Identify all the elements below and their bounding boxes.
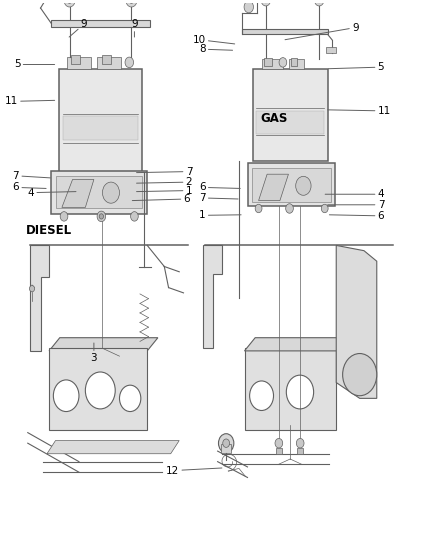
Text: 4: 4 bbox=[28, 188, 76, 198]
Text: 9: 9 bbox=[131, 19, 138, 37]
Bar bbox=[57, 176, 142, 208]
Text: 6: 6 bbox=[329, 211, 384, 221]
Text: 4: 4 bbox=[325, 189, 384, 199]
Text: DIESEL: DIESEL bbox=[26, 224, 72, 237]
Bar bbox=[51, 20, 150, 27]
Bar bbox=[290, 58, 297, 66]
Polygon shape bbox=[62, 180, 94, 207]
Circle shape bbox=[279, 58, 287, 67]
Circle shape bbox=[67, 0, 72, 3]
Circle shape bbox=[64, 0, 75, 7]
Polygon shape bbox=[336, 245, 377, 398]
Text: 7: 7 bbox=[13, 171, 50, 181]
Bar bbox=[67, 57, 91, 69]
Circle shape bbox=[264, 0, 268, 3]
Circle shape bbox=[223, 439, 230, 447]
Text: 10: 10 bbox=[193, 35, 235, 45]
Bar bbox=[97, 57, 121, 69]
Bar bbox=[264, 58, 272, 66]
Circle shape bbox=[29, 286, 35, 292]
Bar bbox=[242, 29, 328, 35]
Circle shape bbox=[126, 0, 137, 7]
Text: 6: 6 bbox=[199, 182, 240, 192]
Circle shape bbox=[261, 0, 271, 6]
Circle shape bbox=[255, 204, 262, 213]
Circle shape bbox=[286, 375, 314, 409]
Circle shape bbox=[250, 381, 273, 410]
Circle shape bbox=[343, 353, 377, 395]
Circle shape bbox=[244, 1, 254, 13]
Text: 8: 8 bbox=[199, 44, 233, 54]
Polygon shape bbox=[47, 441, 179, 454]
Text: GAS: GAS bbox=[260, 112, 288, 125]
Circle shape bbox=[102, 182, 120, 203]
Circle shape bbox=[286, 204, 293, 213]
Polygon shape bbox=[244, 338, 347, 351]
Bar bbox=[261, 59, 283, 69]
Bar bbox=[51, 171, 147, 214]
Bar bbox=[244, 348, 336, 430]
Text: 12: 12 bbox=[166, 466, 222, 475]
Text: 5: 5 bbox=[14, 60, 55, 69]
Text: 9: 9 bbox=[69, 19, 88, 37]
Text: 11: 11 bbox=[328, 106, 391, 116]
Bar bbox=[257, 111, 324, 134]
Polygon shape bbox=[258, 174, 289, 200]
Circle shape bbox=[314, 0, 324, 6]
Circle shape bbox=[85, 372, 115, 409]
Text: 1: 1 bbox=[137, 185, 192, 196]
Circle shape bbox=[97, 211, 106, 222]
Bar bbox=[253, 69, 328, 161]
Circle shape bbox=[297, 439, 304, 448]
Text: 11: 11 bbox=[5, 96, 55, 107]
Text: 7: 7 bbox=[137, 166, 192, 176]
Circle shape bbox=[129, 0, 134, 3]
Circle shape bbox=[131, 212, 138, 221]
Polygon shape bbox=[49, 338, 158, 351]
Bar bbox=[63, 116, 138, 140]
Bar bbox=[59, 69, 142, 172]
Circle shape bbox=[60, 212, 68, 221]
Bar bbox=[248, 163, 336, 206]
Bar bbox=[325, 46, 336, 53]
Bar bbox=[221, 444, 231, 453]
Text: 5: 5 bbox=[328, 62, 384, 72]
Circle shape bbox=[219, 434, 234, 453]
Polygon shape bbox=[203, 245, 222, 348]
Bar bbox=[297, 448, 303, 454]
Text: 9: 9 bbox=[285, 22, 359, 39]
Text: 7: 7 bbox=[328, 200, 384, 210]
Bar bbox=[102, 55, 111, 64]
Circle shape bbox=[53, 380, 79, 411]
Circle shape bbox=[120, 385, 141, 411]
Bar bbox=[290, 59, 304, 69]
Text: 6: 6 bbox=[13, 182, 46, 192]
Circle shape bbox=[275, 439, 283, 448]
Circle shape bbox=[125, 57, 134, 68]
Circle shape bbox=[321, 204, 328, 213]
Bar bbox=[71, 55, 80, 64]
Text: 3: 3 bbox=[91, 343, 97, 364]
Bar bbox=[276, 448, 282, 454]
Bar bbox=[49, 348, 147, 430]
Text: 7: 7 bbox=[199, 193, 238, 203]
Circle shape bbox=[99, 214, 103, 219]
Text: 2: 2 bbox=[137, 177, 192, 187]
Text: 1: 1 bbox=[199, 211, 241, 220]
Bar bbox=[252, 168, 331, 201]
Circle shape bbox=[317, 0, 321, 3]
Text: 6: 6 bbox=[132, 194, 190, 204]
Polygon shape bbox=[30, 245, 49, 351]
Circle shape bbox=[296, 176, 311, 195]
